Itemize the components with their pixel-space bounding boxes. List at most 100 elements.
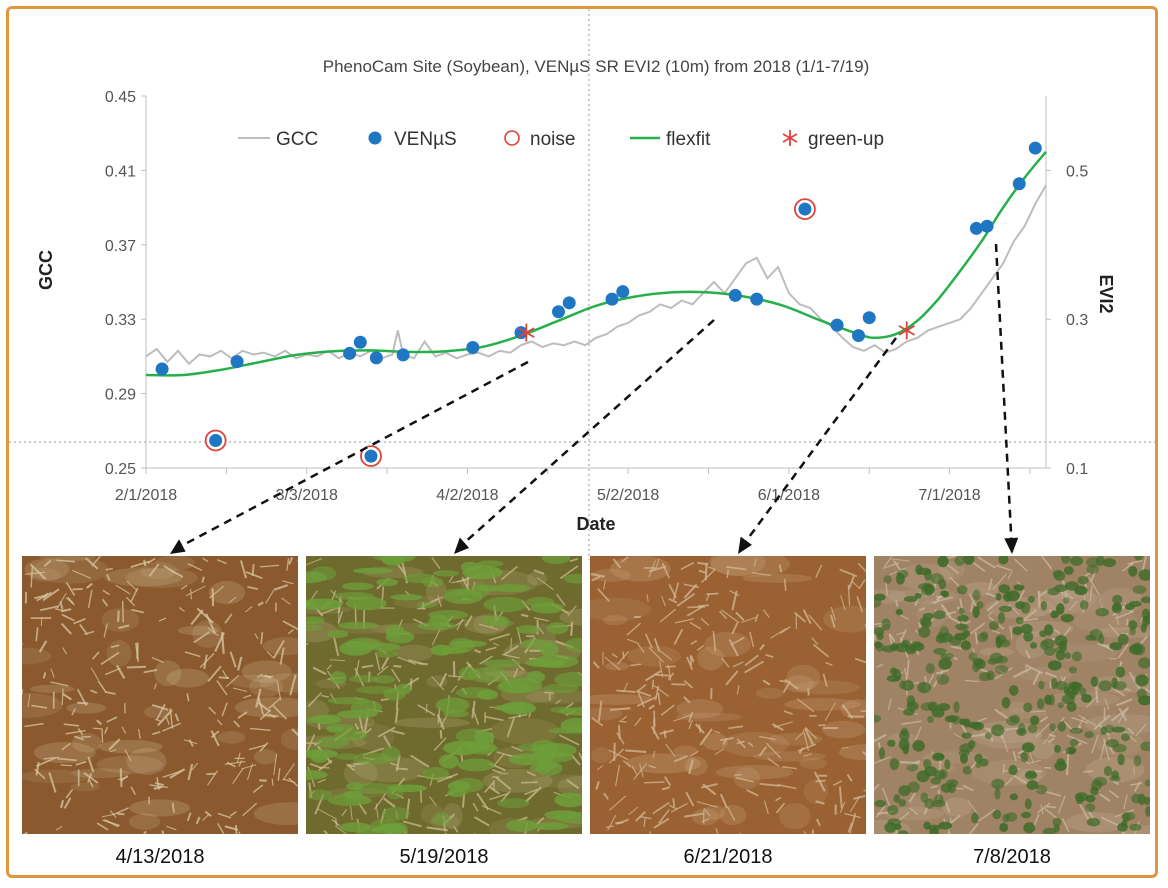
photo-straw <box>815 800 825 805</box>
photo-vegetation <box>388 784 428 793</box>
photo-straw <box>103 623 108 638</box>
photo-straw <box>735 776 754 783</box>
photo-vegetation <box>1081 694 1092 703</box>
photo-straw <box>237 711 248 719</box>
photo-straw <box>697 561 709 566</box>
photo-vegetation <box>1027 724 1038 734</box>
photo-straw <box>1127 727 1135 735</box>
photo-straw <box>232 687 247 692</box>
photo-straw <box>839 801 846 813</box>
photo-straw <box>570 621 574 636</box>
photo-straw <box>811 637 819 645</box>
photo-straw <box>631 765 638 775</box>
photo-straw <box>699 728 713 746</box>
photo-straw <box>216 680 228 696</box>
photo-straw <box>533 569 545 575</box>
photo-soil-patch <box>719 804 747 826</box>
photo-straw <box>775 802 786 814</box>
photo-straw <box>744 654 759 667</box>
photo-straw <box>307 692 322 707</box>
legend-noise-swatch <box>504 130 520 146</box>
photo-soil-patch <box>684 756 708 776</box>
photo-straw <box>62 647 68 655</box>
photo-straw <box>667 672 675 680</box>
photo-straw <box>216 559 227 565</box>
photo-vegetation <box>560 717 582 733</box>
photo-soil-patch <box>125 567 199 588</box>
photo-vegetation <box>1054 744 1061 753</box>
photo-soil-patch <box>721 731 789 757</box>
photo-vegetation <box>306 598 343 611</box>
photo-vegetation <box>995 634 1007 645</box>
photo-straw <box>101 728 104 743</box>
photo-vegetation <box>1049 723 1056 732</box>
photo-straw <box>665 665 676 668</box>
photo-straw <box>794 731 804 741</box>
photo-vegetation <box>989 652 1004 664</box>
photo-soil-patch <box>979 647 1014 657</box>
photo-vegetation <box>1102 558 1117 568</box>
photo-straw <box>43 559 52 567</box>
photo-vegetation <box>1024 798 1032 810</box>
photo-straw <box>726 566 747 571</box>
photo-vegetation <box>956 585 968 595</box>
photo-straw <box>634 811 647 822</box>
photo-soil-patch <box>691 808 719 826</box>
photo-soil-patch <box>104 567 183 587</box>
photo-straw <box>603 792 609 800</box>
photo-vegetation <box>306 616 325 625</box>
photo-vegetation <box>899 729 910 741</box>
photo-straw <box>84 630 95 636</box>
photo-straw <box>206 772 216 776</box>
photo-vegetation <box>334 753 359 760</box>
photo-straw <box>948 615 961 625</box>
photo-straw <box>1002 763 1005 775</box>
photo-vegetation <box>375 650 398 658</box>
photo-vegetation <box>432 570 460 577</box>
photo-vegetation <box>1003 591 1013 602</box>
photo-straw <box>815 564 823 578</box>
photo-straw <box>746 789 759 797</box>
y-tick-label: 0.41 <box>105 163 136 180</box>
photo-straw <box>221 702 228 717</box>
photo-straw <box>526 771 536 777</box>
photo-vegetation <box>356 825 380 834</box>
photo-straw <box>1009 625 1013 640</box>
photo-straw <box>652 750 656 759</box>
photo-straw <box>1110 707 1129 722</box>
photo-straw <box>616 818 629 825</box>
photo-vegetation <box>902 744 909 755</box>
photo-soil-patch <box>253 802 298 826</box>
photo-vegetation <box>1066 701 1077 713</box>
photo-soil-patch <box>24 558 70 581</box>
photo-straw <box>718 610 727 620</box>
photo-straw <box>260 632 264 645</box>
photo-straw <box>759 643 765 651</box>
photo-vegetation <box>457 741 493 750</box>
photo-vegetation <box>1008 685 1019 696</box>
y-tick-label: 0.37 <box>105 238 136 255</box>
photo-straw <box>1099 793 1111 802</box>
photo-soil-patch <box>799 757 827 770</box>
photo-straw <box>943 610 957 617</box>
photo-straw <box>50 681 69 687</box>
photo-straw <box>77 701 89 705</box>
photo-straw <box>566 779 580 790</box>
photo-straw <box>536 817 545 825</box>
photo-straw <box>30 565 34 588</box>
photo-straw <box>390 668 401 683</box>
photo-straw <box>59 601 64 610</box>
photo-vegetation <box>1111 770 1120 780</box>
photo-straw <box>877 741 881 749</box>
photo-straw <box>648 764 657 769</box>
photo-straw <box>155 703 166 721</box>
photo-straw <box>804 727 814 745</box>
photo-straw <box>1025 650 1031 660</box>
photo-straw <box>257 701 271 712</box>
photo-straw <box>670 802 688 813</box>
photo-vegetation <box>940 782 953 793</box>
photo-straw <box>1057 795 1066 814</box>
photo-straw <box>92 727 102 730</box>
photo-straw <box>875 804 887 818</box>
x-axis-label: Date <box>576 514 615 534</box>
